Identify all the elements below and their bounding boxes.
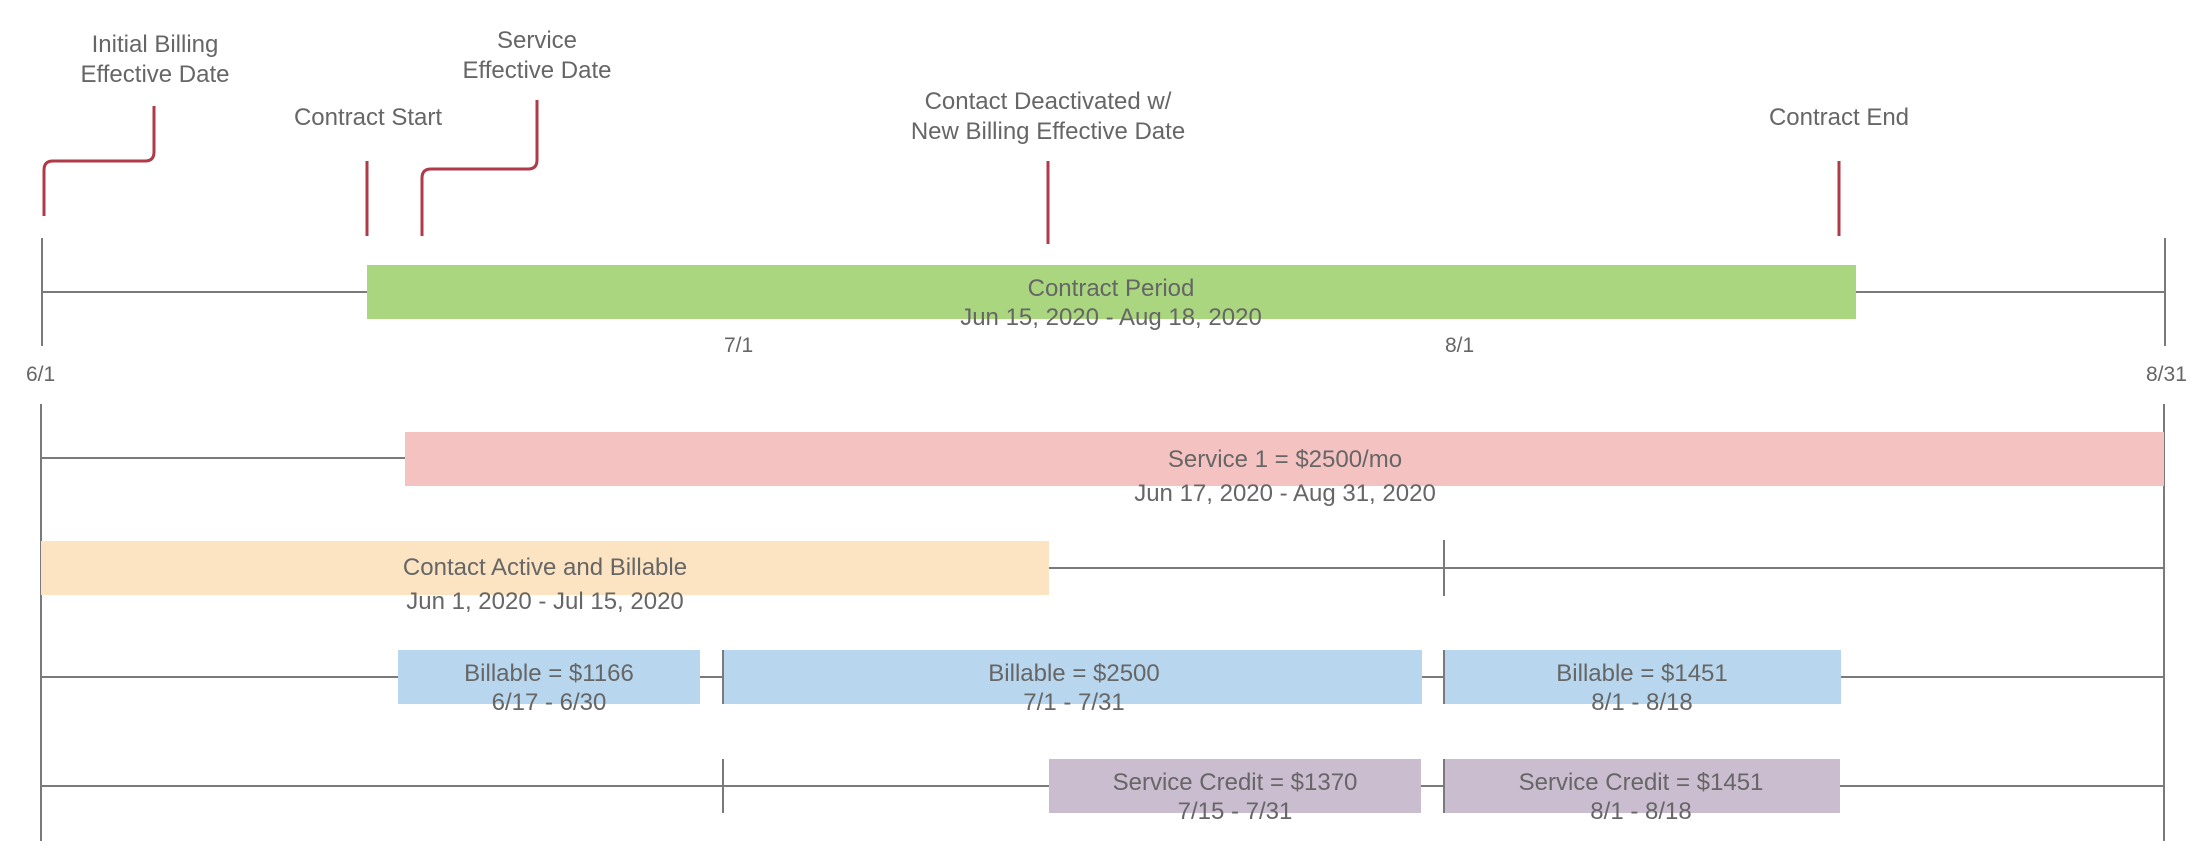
contract-start-label: Contract Start <box>293 104 443 131</box>
service-row-line <box>41 457 406 459</box>
initial-billing-label: Initial Billing Effective Date <box>80 31 230 88</box>
service-text: Service 1 = $2500/mo Jun 17, 2020 - Aug … <box>1134 446 1436 507</box>
contact-active-row-line <box>1049 567 2164 569</box>
billable-bar-1 <box>398 650 700 704</box>
contract-end-label: Contract End <box>1768 104 1910 131</box>
contact-active-bar <box>41 541 1049 595</box>
billable-text-3: Billable = $1451 8/1 - 8/18 <box>1556 660 1728 716</box>
credit-jul-tick <box>722 759 724 813</box>
contract-period-text: Contract Period Jun 15, 2020 - Aug 18, 2… <box>960 275 1262 331</box>
contact-active-aug-tick <box>1443 540 1445 596</box>
rows-left-boundary <box>40 404 42 841</box>
credit-text-2: Service Credit = $1451 8/1 - 8/18 <box>1518 769 1764 825</box>
rows-right-boundary <box>2163 404 2165 841</box>
credit-text-1: Service Credit = $1370 7/15 - 7/31 <box>1112 769 1358 825</box>
tick-8-1: 8/1 <box>1445 334 1475 357</box>
credit-bar-1 <box>1049 759 1421 813</box>
billable-bar-3 <box>1444 650 1841 704</box>
tick-6-1: 6/1 <box>26 363 56 386</box>
tick-7-1: 7/1 <box>724 334 754 357</box>
contract-period-bar <box>367 265 1856 319</box>
tick-8-31: 8/31 <box>2146 363 2187 386</box>
service-effective-marker-line <box>420 100 539 236</box>
marker-lines <box>42 100 1841 244</box>
billable-bar-2 <box>723 650 1422 704</box>
contact-active-text: Contact Active and Billable Jun 1, 2020 … <box>402 554 688 615</box>
deactivated-label: Contact Deactivated w/ New Billing Effec… <box>910 88 1186 145</box>
initial-billing-marker-line <box>42 106 156 216</box>
service-effective-label: Service Effective Date <box>462 27 612 84</box>
axis-end-tick <box>2164 238 2166 346</box>
credit-bar-2 <box>1444 759 1840 813</box>
billable-jul-tick <box>722 650 724 704</box>
billable-text-1: Billable = $1166 6/17 - 6/30 <box>464 660 634 716</box>
service-bar <box>405 432 2164 486</box>
credit-aug-tick <box>1443 759 1445 813</box>
billable-aug-tick <box>1443 650 1445 704</box>
billable-text-2: Billable = $2500 7/1 - 7/31 <box>988 660 1160 716</box>
